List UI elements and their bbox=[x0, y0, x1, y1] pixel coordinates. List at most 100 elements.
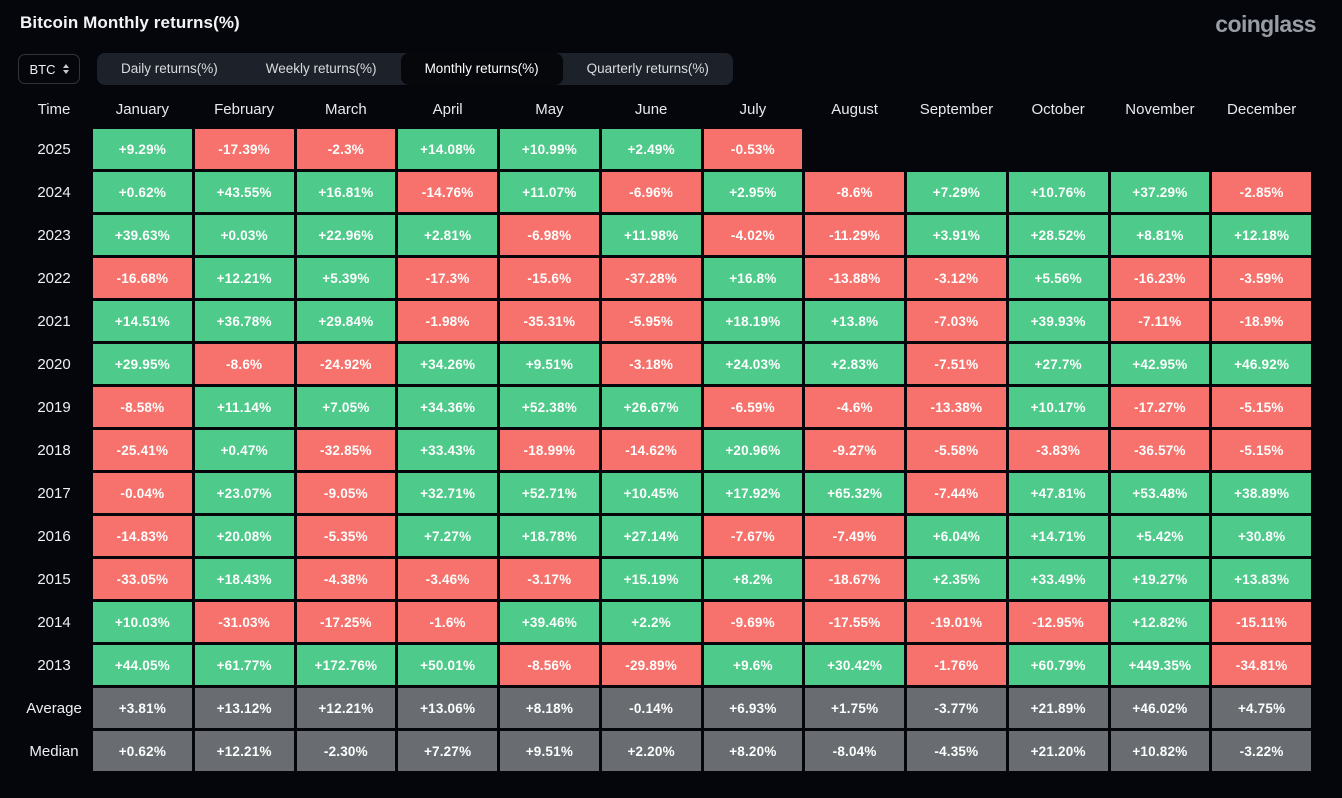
return-cell: +10.45% bbox=[601, 473, 701, 513]
return-cell: +4.75% bbox=[1212, 688, 1311, 728]
return-cell: +34.36% bbox=[398, 387, 497, 427]
returns-table: Time January February March April May June July… bbox=[18, 93, 1311, 771]
page-title: Bitcoin Monthly returns(%) bbox=[20, 13, 240, 32]
return-cell: -7.44% bbox=[907, 473, 1006, 513]
return-cell: -6.98% bbox=[500, 215, 599, 255]
tab-weekly-returns[interactable]: Weekly returns(%) bbox=[265, 61, 377, 76]
return-cell: +13.06% bbox=[398, 688, 497, 728]
return-cell: -18.67% bbox=[805, 559, 904, 599]
return-cell: +32.71% bbox=[398, 473, 497, 513]
return-cell: -36.57% bbox=[1110, 430, 1210, 470]
return-cell: -1.98% bbox=[398, 301, 497, 341]
return-cell: +11.98% bbox=[601, 215, 701, 255]
return-cell: -9.27% bbox=[805, 430, 904, 470]
return-cell: +5.42% bbox=[1110, 516, 1210, 556]
row-label-average: Average bbox=[26, 699, 82, 717]
return-cell: -3.46% bbox=[398, 559, 497, 599]
return-cell: -7.67% bbox=[703, 516, 803, 556]
return-cell: +27.7% bbox=[1008, 344, 1108, 384]
return-cell: +30.42% bbox=[805, 645, 904, 685]
return-cell: +7.27% bbox=[398, 516, 497, 556]
return-cell: +12.21% bbox=[296, 688, 396, 728]
return-cell: -2.85% bbox=[1212, 172, 1311, 212]
return-cell: +53.48% bbox=[1110, 473, 1210, 513]
return-cell: +18.19% bbox=[703, 301, 803, 341]
return-cell: -12.95% bbox=[1008, 602, 1108, 642]
tab-quarterly-returns[interactable]: Quarterly returns(%) bbox=[586, 61, 709, 76]
return-cell: +20.96% bbox=[703, 430, 803, 470]
symbol-select[interactable]: BTC bbox=[18, 54, 80, 84]
column-header-may: May bbox=[535, 101, 564, 118]
return-cell: -1.76% bbox=[907, 645, 1006, 685]
return-cell bbox=[1009, 129, 1108, 169]
return-cell: -14.83% bbox=[93, 516, 192, 556]
return-cell: -14.62% bbox=[601, 430, 701, 470]
return-cell: +16.8% bbox=[703, 258, 803, 298]
return-cell: +0.47% bbox=[194, 430, 294, 470]
return-cell: -16.68% bbox=[93, 258, 192, 298]
return-cell: -25.41% bbox=[93, 430, 192, 470]
return-cell: +13.83% bbox=[1212, 559, 1311, 599]
return-cell: +47.81% bbox=[1008, 473, 1108, 513]
column-header-december: December bbox=[1227, 101, 1297, 118]
column-header-january: January bbox=[115, 101, 170, 118]
return-cell: -7.11% bbox=[1110, 301, 1210, 341]
return-cell: +18.78% bbox=[500, 516, 599, 556]
row-label-2022: 2022 bbox=[37, 269, 71, 287]
return-cell: -17.3% bbox=[398, 258, 497, 298]
return-cell: +30.8% bbox=[1212, 516, 1311, 556]
return-cell: +36.78% bbox=[194, 301, 294, 341]
tab-daily-returns[interactable]: Daily returns(%) bbox=[121, 61, 218, 76]
return-cell: -7.03% bbox=[907, 301, 1006, 341]
row-label-median: Median bbox=[29, 742, 79, 760]
return-cell: +19.27% bbox=[1110, 559, 1210, 599]
return-cell: +5.56% bbox=[1008, 258, 1108, 298]
return-cell: -0.53% bbox=[703, 129, 803, 169]
return-cell: +61.77% bbox=[194, 645, 294, 685]
return-cell: -4.6% bbox=[805, 387, 904, 427]
return-cell: -4.02% bbox=[703, 215, 803, 255]
updown-chevron-icon bbox=[62, 64, 69, 74]
row-label-2015: 2015 bbox=[37, 570, 71, 588]
return-cell: +37.29% bbox=[1110, 172, 1210, 212]
row-label-2016: 2016 bbox=[37, 527, 71, 545]
return-cell bbox=[907, 129, 1006, 169]
return-cell: -34.81% bbox=[1212, 645, 1311, 685]
return-cell: +39.63% bbox=[93, 215, 192, 255]
return-cell: +29.84% bbox=[296, 301, 396, 341]
return-cell: +14.71% bbox=[1008, 516, 1108, 556]
return-cell: -13.38% bbox=[907, 387, 1006, 427]
return-cell: +52.38% bbox=[500, 387, 599, 427]
return-cell: -17.25% bbox=[296, 602, 396, 642]
return-cell: +21.89% bbox=[1008, 688, 1108, 728]
tab-monthly-returns[interactable]: Monthly returns(%) bbox=[400, 53, 563, 85]
return-cell: +21.20% bbox=[1008, 731, 1108, 771]
return-cell: +2.2% bbox=[601, 602, 701, 642]
return-cell: +8.20% bbox=[703, 731, 803, 771]
return-cell: -8.6% bbox=[194, 344, 294, 384]
return-cell: +13.8% bbox=[805, 301, 904, 341]
return-cell: -7.51% bbox=[907, 344, 1006, 384]
return-cell: +9.29% bbox=[93, 129, 192, 169]
return-cell: -8.6% bbox=[805, 172, 904, 212]
return-cell: +2.95% bbox=[703, 172, 803, 212]
return-cell: +449.35% bbox=[1110, 645, 1210, 685]
return-cell: -15.6% bbox=[500, 258, 599, 298]
return-cell: +46.92% bbox=[1212, 344, 1311, 384]
return-cell: -0.14% bbox=[601, 688, 701, 728]
return-cell: +2.49% bbox=[601, 129, 701, 169]
return-cell: -24.92% bbox=[296, 344, 396, 384]
return-cell: -7.49% bbox=[805, 516, 904, 556]
row-label-2025: 2025 bbox=[37, 140, 71, 158]
return-cell: +9.51% bbox=[500, 731, 599, 771]
return-cell: +6.04% bbox=[907, 516, 1006, 556]
return-cell: +38.89% bbox=[1212, 473, 1311, 513]
return-cell: +10.17% bbox=[1008, 387, 1108, 427]
return-cell: +44.05% bbox=[93, 645, 192, 685]
return-cell: +8.18% bbox=[500, 688, 599, 728]
column-header-march: March bbox=[325, 101, 367, 118]
return-cell: +9.51% bbox=[500, 344, 599, 384]
return-cell: -18.99% bbox=[500, 430, 599, 470]
return-cell: +2.81% bbox=[398, 215, 497, 255]
return-cell bbox=[1111, 129, 1210, 169]
